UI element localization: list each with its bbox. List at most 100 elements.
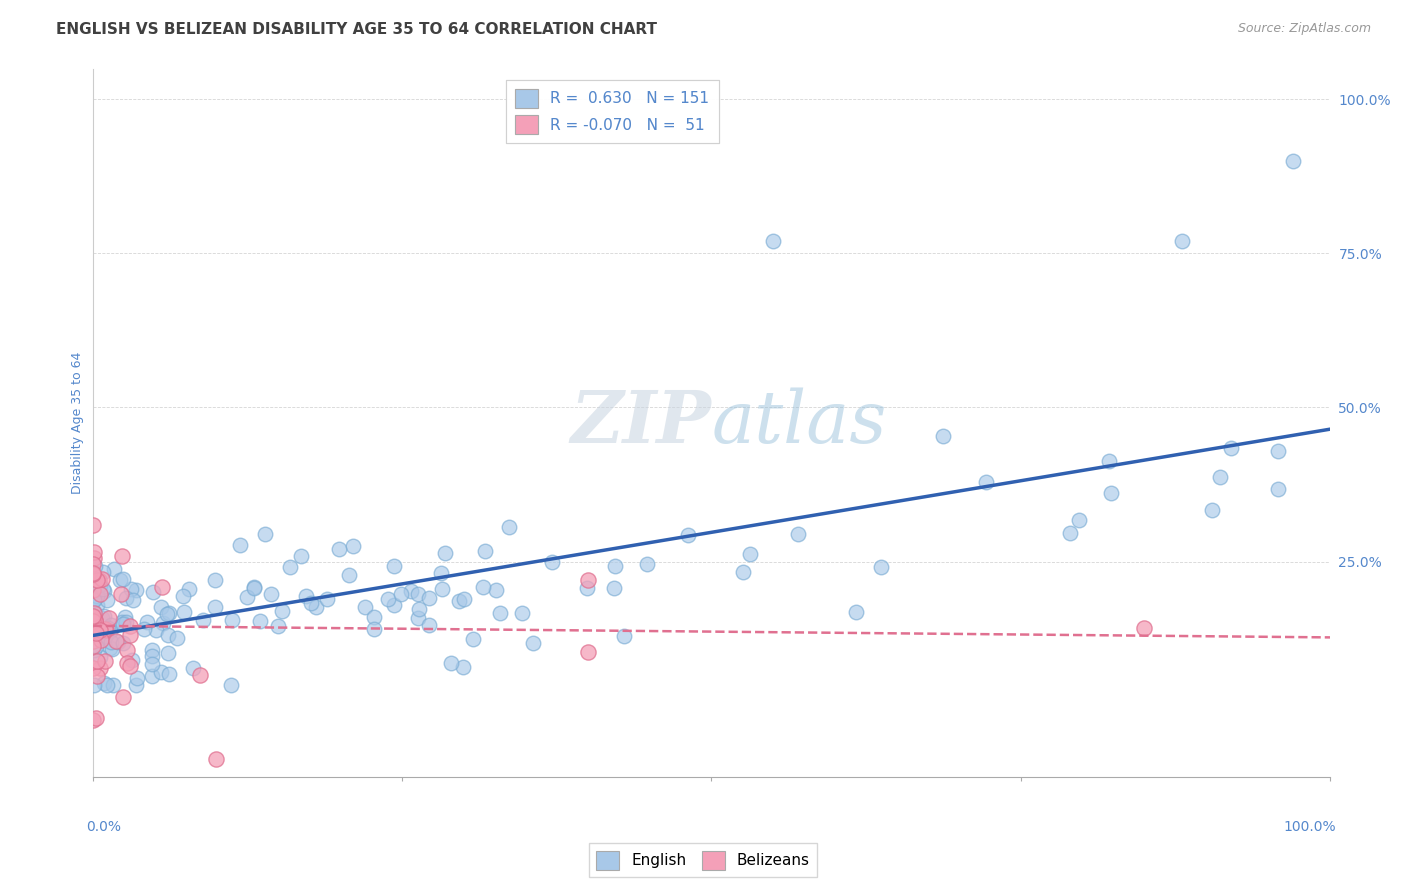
Point (363, 610, 385, 624)
Point (382, 598, 405, 612)
Point (84, 558, 107, 573)
Point (96, 678, 118, 692)
Point (108, 574, 131, 588)
Point (418, 591, 440, 606)
Point (177, 582, 200, 596)
Point (86, 589, 108, 603)
Point (93, 583, 115, 598)
Point (82, 566, 104, 580)
Point (498, 520, 520, 534)
Point (83, 608, 105, 623)
Point (84, 625, 107, 640)
Point (86, 626, 108, 640)
Point (278, 560, 301, 574)
Point (115, 591, 138, 605)
Point (172, 589, 194, 603)
Point (342, 539, 364, 553)
Point (90, 572, 112, 586)
Point (205, 752, 228, 766)
Point (93, 623, 115, 637)
Point (575, 581, 598, 595)
Point (121, 653, 143, 667)
Point (576, 645, 599, 659)
Point (84, 639, 107, 653)
Point (104, 633, 127, 648)
Point (136, 615, 159, 630)
Point (271, 604, 294, 618)
Point (377, 591, 399, 606)
Point (157, 606, 180, 620)
Point (82, 661, 104, 675)
Point (83, 617, 105, 632)
Point (83, 613, 105, 627)
Point (249, 614, 271, 628)
Point (83, 633, 105, 648)
Point (86, 711, 108, 725)
Point (406, 611, 429, 625)
Point (1069, 513, 1091, 527)
Point (870, 560, 893, 574)
Point (89, 661, 111, 675)
Point (82, 558, 104, 572)
Point (295, 589, 318, 603)
Point (221, 613, 243, 627)
Point (603, 581, 626, 595)
Point (1098, 454, 1121, 468)
Point (91, 582, 114, 596)
Point (89, 578, 111, 592)
Point (254, 527, 277, 541)
Point (89, 623, 111, 637)
Point (1133, 621, 1156, 635)
Point (389, 587, 412, 601)
Point (1059, 525, 1081, 540)
Point (83, 551, 105, 566)
Point (83, 643, 105, 657)
Point (118, 659, 141, 673)
Point (82, 609, 104, 624)
Point (149, 599, 172, 614)
Point (91, 611, 114, 625)
Point (120, 582, 142, 597)
Point (103, 562, 125, 576)
Point (429, 566, 451, 581)
Point (193, 613, 215, 627)
Point (1201, 503, 1223, 517)
Point (142, 585, 165, 599)
Point (83, 592, 105, 607)
Point (229, 538, 252, 552)
Point (82, 517, 104, 532)
Point (576, 573, 599, 587)
Point (613, 629, 636, 643)
Point (145, 624, 167, 638)
Point (267, 618, 290, 632)
Point (434, 546, 457, 560)
Point (152, 615, 174, 630)
Legend: R =  0.630   N = 151, R = -0.070   N =  51: R = 0.630 N = 151, R = -0.070 N = 51 (506, 79, 718, 143)
Text: Source: ZipAtlas.com: Source: ZipAtlas.com (1237, 22, 1371, 36)
Point (510, 606, 533, 620)
Point (1209, 470, 1232, 484)
Point (82, 640, 104, 654)
Point (93, 608, 115, 623)
Point (82, 625, 104, 640)
Point (236, 591, 259, 605)
Point (120, 628, 142, 642)
Point (86, 599, 108, 613)
Point (124, 583, 146, 598)
Point (762, 234, 785, 248)
Point (111, 636, 134, 650)
Point (100, 640, 122, 655)
Y-axis label: Disability Age 35 to 64: Disability Age 35 to 64 (72, 351, 84, 494)
Point (150, 580, 173, 594)
Point (447, 594, 470, 608)
Point (166, 632, 188, 646)
Point (110, 587, 132, 601)
Point (399, 584, 422, 599)
Point (83, 545, 105, 559)
Point (91, 566, 114, 580)
Point (489, 606, 512, 620)
Point (87, 573, 110, 587)
Point (932, 429, 955, 443)
Point (204, 574, 226, 588)
Point (159, 666, 181, 681)
